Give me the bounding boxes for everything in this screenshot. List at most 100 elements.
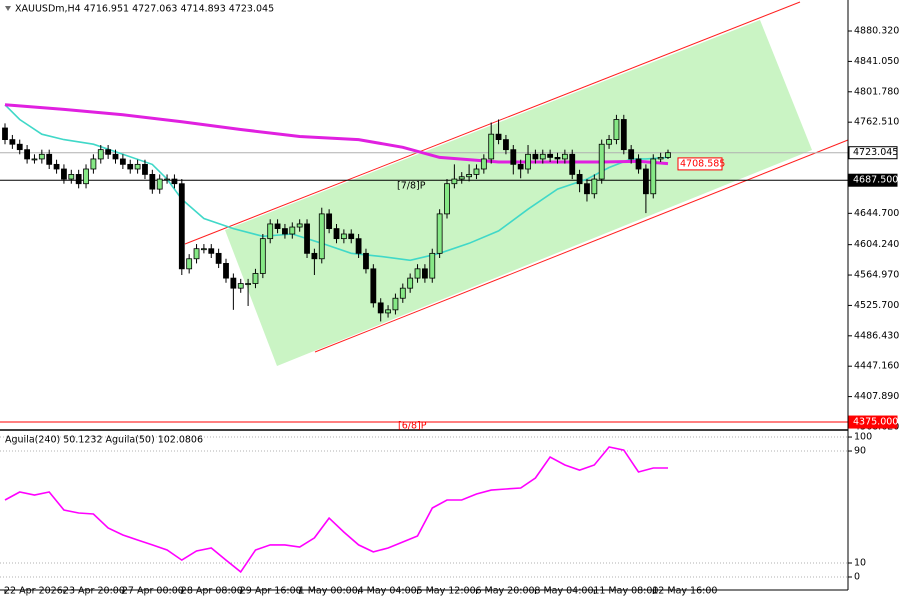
y-tick-label: 4407.890 — [854, 391, 899, 402]
candle-body — [267, 223, 274, 240]
channel-lower — [314, 139, 849, 353]
level-annotation: [7/8]P — [397, 181, 426, 192]
y-tick-label: 100 — [854, 432, 872, 443]
candle-body — [193, 248, 200, 260]
y-tick-label: 4604.240 — [854, 239, 899, 250]
candle-body — [83, 168, 89, 185]
y-tick-label: 4564.970 — [854, 270, 899, 281]
candle-body — [142, 163, 148, 175]
ma-price-label: 4708.585 — [680, 158, 725, 169]
y-tick-label: 4525.700 — [854, 300, 899, 311]
candle-body — [105, 149, 112, 155]
y-tick-label: 4801.780 — [854, 86, 899, 97]
candle-body — [230, 277, 237, 289]
moving-average — [4, 103, 669, 166]
candle-body — [436, 213, 443, 254]
candle-body — [561, 153, 568, 160]
candle-body — [245, 283, 252, 285]
price-level-label: 4687.500 — [853, 175, 898, 186]
price-level-box — [848, 415, 898, 429]
candle-body — [503, 139, 509, 151]
x-tick-label: 1 May 00:00 — [299, 586, 358, 597]
candle-body — [164, 178, 170, 181]
candle-body — [643, 168, 649, 195]
candle-body — [90, 158, 97, 170]
candle-body — [318, 213, 325, 260]
candle-body — [149, 174, 156, 190]
candle-body — [200, 248, 207, 251]
candle-body — [613, 119, 620, 140]
y-tick-label: 4486.430 — [854, 330, 899, 341]
candle-body — [525, 153, 531, 170]
x-tick-label: 27 Apr 00:00 — [122, 586, 184, 597]
candle-body — [399, 287, 406, 299]
chart-title: XAUUSDm,H4 4716.951 4727.063 4714.893 47… — [15, 4, 274, 15]
candle-body — [363, 252, 369, 270]
candle-body — [392, 297, 399, 311]
y-tick-label: 4447.160 — [854, 361, 899, 372]
candle-body — [348, 233, 355, 240]
candle-body — [31, 158, 38, 161]
candle-body — [259, 238, 266, 274]
candle-body — [178, 183, 185, 270]
candle-body — [61, 168, 67, 180]
candle-body — [598, 143, 605, 180]
y-tick-label: 4644.700 — [854, 208, 899, 219]
candle-body — [407, 277, 414, 289]
x-tick-label: 6 May 20:00 — [475, 586, 534, 597]
ma-price-box — [677, 157, 723, 171]
candle-body — [156, 178, 163, 190]
candle-body — [576, 174, 583, 185]
candle-body — [488, 133, 495, 160]
candle-body — [127, 163, 134, 170]
candle-body — [421, 268, 428, 279]
candle-body — [326, 213, 333, 229]
price-level-label: 4723.045 — [853, 147, 898, 158]
y-tick-label: 4762.510 — [854, 117, 899, 128]
candle-body — [97, 149, 104, 160]
candle-body — [657, 156, 664, 160]
candle-body — [429, 252, 436, 279]
candle-body — [458, 176, 465, 180]
candle-body — [480, 158, 487, 170]
y-tick-label: 10 — [854, 557, 866, 568]
candle-body — [215, 252, 222, 264]
candle-body — [495, 133, 502, 140]
x-tick-label: 11 May 08:00 — [593, 586, 658, 597]
x-tick-label: 5 May 12:00 — [417, 586, 476, 597]
candle-body — [355, 238, 362, 254]
candle-body — [635, 158, 642, 170]
candle-body — [606, 139, 612, 145]
candle-body — [473, 168, 480, 175]
candle-body — [510, 149, 517, 165]
x-tick-label: 23 Apr 20:00 — [63, 586, 125, 597]
candle-body — [252, 273, 259, 284]
x-tick-label: 22 Apr 2026 — [4, 586, 63, 597]
candle-body — [38, 153, 45, 160]
candle-body — [311, 252, 318, 260]
x-tick-label: 8 May 04:00 — [534, 586, 593, 597]
candle-body — [134, 163, 141, 170]
y-tick-label: 4880.320 — [854, 26, 899, 37]
candle-body — [171, 178, 178, 185]
candle-body — [385, 309, 391, 314]
candle-body — [539, 153, 546, 160]
x-tick-label: 29 Apr 16:00 — [240, 586, 302, 597]
candle-body — [547, 153, 554, 158]
indicator-line — [4, 446, 668, 574]
candle-body — [119, 158, 126, 165]
candle-body — [517, 163, 524, 170]
x-tick-label: 4 May 04:00 — [358, 586, 417, 597]
candle-body — [274, 223, 281, 229]
indicator-title: Aguila(240) 50.1232 Aguila(50) 102.0806 — [5, 435, 203, 446]
price-level-label: 4375.000 — [853, 417, 898, 428]
candle-body — [340, 233, 347, 240]
level-annotation: [6/8]P — [398, 421, 427, 432]
candle-body — [591, 178, 598, 195]
candle-body — [554, 156, 561, 160]
candle-body — [112, 153, 119, 160]
y-tick-label: 90 — [854, 446, 866, 457]
candle-body — [186, 258, 193, 270]
candle-body — [296, 223, 303, 228]
